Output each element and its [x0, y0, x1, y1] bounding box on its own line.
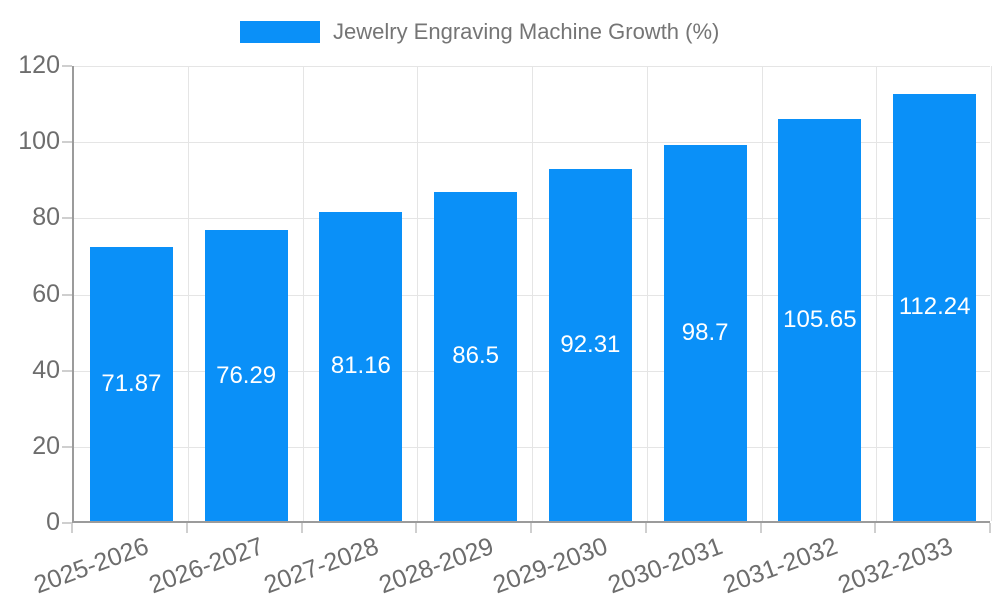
legend-swatch [240, 21, 320, 43]
legend-label: Jewelry Engraving Machine Growth (%) [333, 19, 720, 44]
x-gridline [532, 66, 533, 521]
y-axis-tick-label: 40 [32, 355, 60, 384]
x-tick-mark [759, 523, 762, 533]
bar[interactable]: 92.31 [548, 169, 632, 521]
bar[interactable]: 112.24 [893, 93, 977, 521]
y-tick-mark [62, 293, 72, 296]
x-gridline [991, 66, 992, 521]
y-axis-tick-label: 80 [32, 203, 60, 232]
x-tick-mark [644, 523, 647, 533]
y-axis-tick-label: 100 [18, 127, 60, 156]
y-axis-tick-label: 20 [32, 431, 60, 460]
plot-area: 71.87 76.29 81.16 86.5 92.31 98.7 105.65 112.24 [72, 66, 992, 523]
x-tick-mark [300, 523, 303, 533]
y-axis-tick-label: 0 [46, 508, 60, 536]
bar[interactable]: 98.7 [663, 145, 747, 521]
bar[interactable]: 105.65 [778, 118, 862, 521]
x-tick-mark [185, 523, 188, 533]
x-tick-mark [874, 523, 877, 533]
bar-value-label: 112.24 [898, 293, 971, 321]
y-tick-mark [62, 217, 72, 220]
bar-value-label: 71.87 [101, 370, 162, 398]
x-gridline [302, 66, 304, 521]
x-gridline [417, 66, 419, 521]
bar-value-label: 76.29 [216, 361, 277, 389]
y-tick-mark [62, 65, 72, 67]
bar[interactable]: 86.5 [434, 191, 518, 521]
x-tick-mark [71, 523, 73, 533]
bar[interactable]: 76.29 [204, 230, 288, 521]
bar[interactable]: 81.16 [319, 211, 403, 521]
y-tick-mark [62, 141, 72, 144]
y-axis-tick-label: 120 [18, 51, 60, 79]
x-gridline [876, 66, 878, 521]
bar[interactable]: 71.87 [89, 247, 173, 521]
legend[interactable]: Jewelry Engraving Machine Growth (%) [240, 20, 719, 44]
x-tick-mark [530, 523, 532, 533]
y-axis-tick-label: 60 [32, 279, 60, 308]
x-tick-mark [415, 523, 418, 533]
bar-value-label: 92.31 [560, 331, 621, 359]
bar-value-label: 105.65 [783, 305, 857, 333]
x-gridline [646, 66, 648, 521]
x-gridline [187, 66, 189, 521]
y-tick-mark [62, 445, 72, 448]
y-tick-mark [62, 369, 72, 372]
bar-value-label: 86.5 [452, 342, 499, 370]
x-gridline [761, 66, 763, 521]
bar-value-label: 98.7 [681, 319, 729, 347]
bar-value-label: 81.16 [330, 352, 391, 380]
x-tick-mark [989, 523, 991, 533]
y-tick-mark [62, 522, 72, 524]
